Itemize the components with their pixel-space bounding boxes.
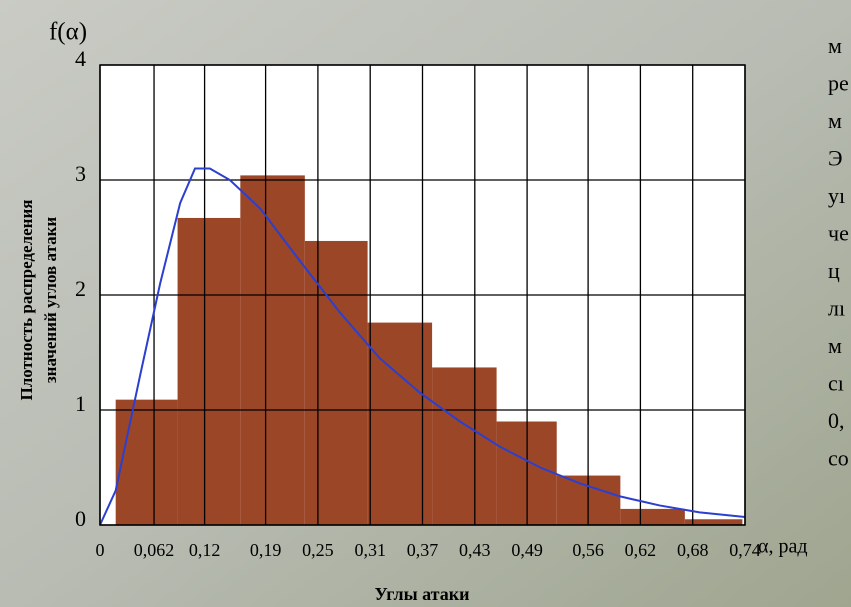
x-tick-label: 0,74 (729, 540, 761, 560)
side-text: ц (828, 258, 840, 283)
bar (178, 218, 241, 525)
y-tick-label: 1 (75, 391, 86, 416)
x-tick-label: 0,12 (189, 540, 221, 560)
y-label: Плотность распределения (17, 200, 36, 401)
x-tick-label: 0,68 (677, 540, 709, 560)
x-tick-label: 0,43 (459, 540, 491, 560)
bar (620, 509, 685, 525)
side-text: Э (828, 146, 843, 171)
x-tick-label: 0,19 (250, 540, 282, 560)
y-tick-label: 0 (75, 506, 86, 531)
bar (432, 367, 497, 525)
side-text: м (828, 33, 842, 58)
x-tick-label: 0,49 (511, 540, 543, 560)
y-title: f(α) (49, 19, 87, 46)
y-tick-label: 4 (75, 46, 86, 71)
x-tick-label: 0,25 (302, 540, 334, 560)
side-text: ре (828, 71, 849, 96)
side-text: сı (828, 371, 844, 396)
side-text: со (828, 446, 849, 471)
side-text: м (828, 108, 842, 133)
side-text: м (828, 333, 842, 358)
bar (240, 175, 305, 525)
x-tick-label: 0 (96, 540, 105, 560)
side-text: лı (828, 296, 845, 321)
side-text: че (828, 221, 849, 246)
side-text: 0, (828, 408, 845, 433)
y-tick-label: 2 (75, 276, 86, 301)
bar (685, 519, 743, 525)
bar (305, 241, 368, 525)
x-tick-label: 0,56 (572, 540, 604, 560)
y-tick-label: 3 (75, 161, 86, 186)
x-unit: α, рад (758, 536, 808, 558)
x-tick-label: 0,31 (354, 540, 386, 560)
chart: f(α) Плотность распределения значений уг… (0, 0, 851, 607)
bar (116, 400, 178, 525)
side-text: уı (828, 183, 845, 208)
x-tick-label: 0,62 (625, 540, 657, 560)
x-label: Углы атаки (375, 584, 470, 604)
x-tick-label: 0,37 (407, 540, 439, 560)
y-label: значений углов атаки (41, 217, 60, 384)
x-tick-label: 0,062 (134, 540, 175, 560)
